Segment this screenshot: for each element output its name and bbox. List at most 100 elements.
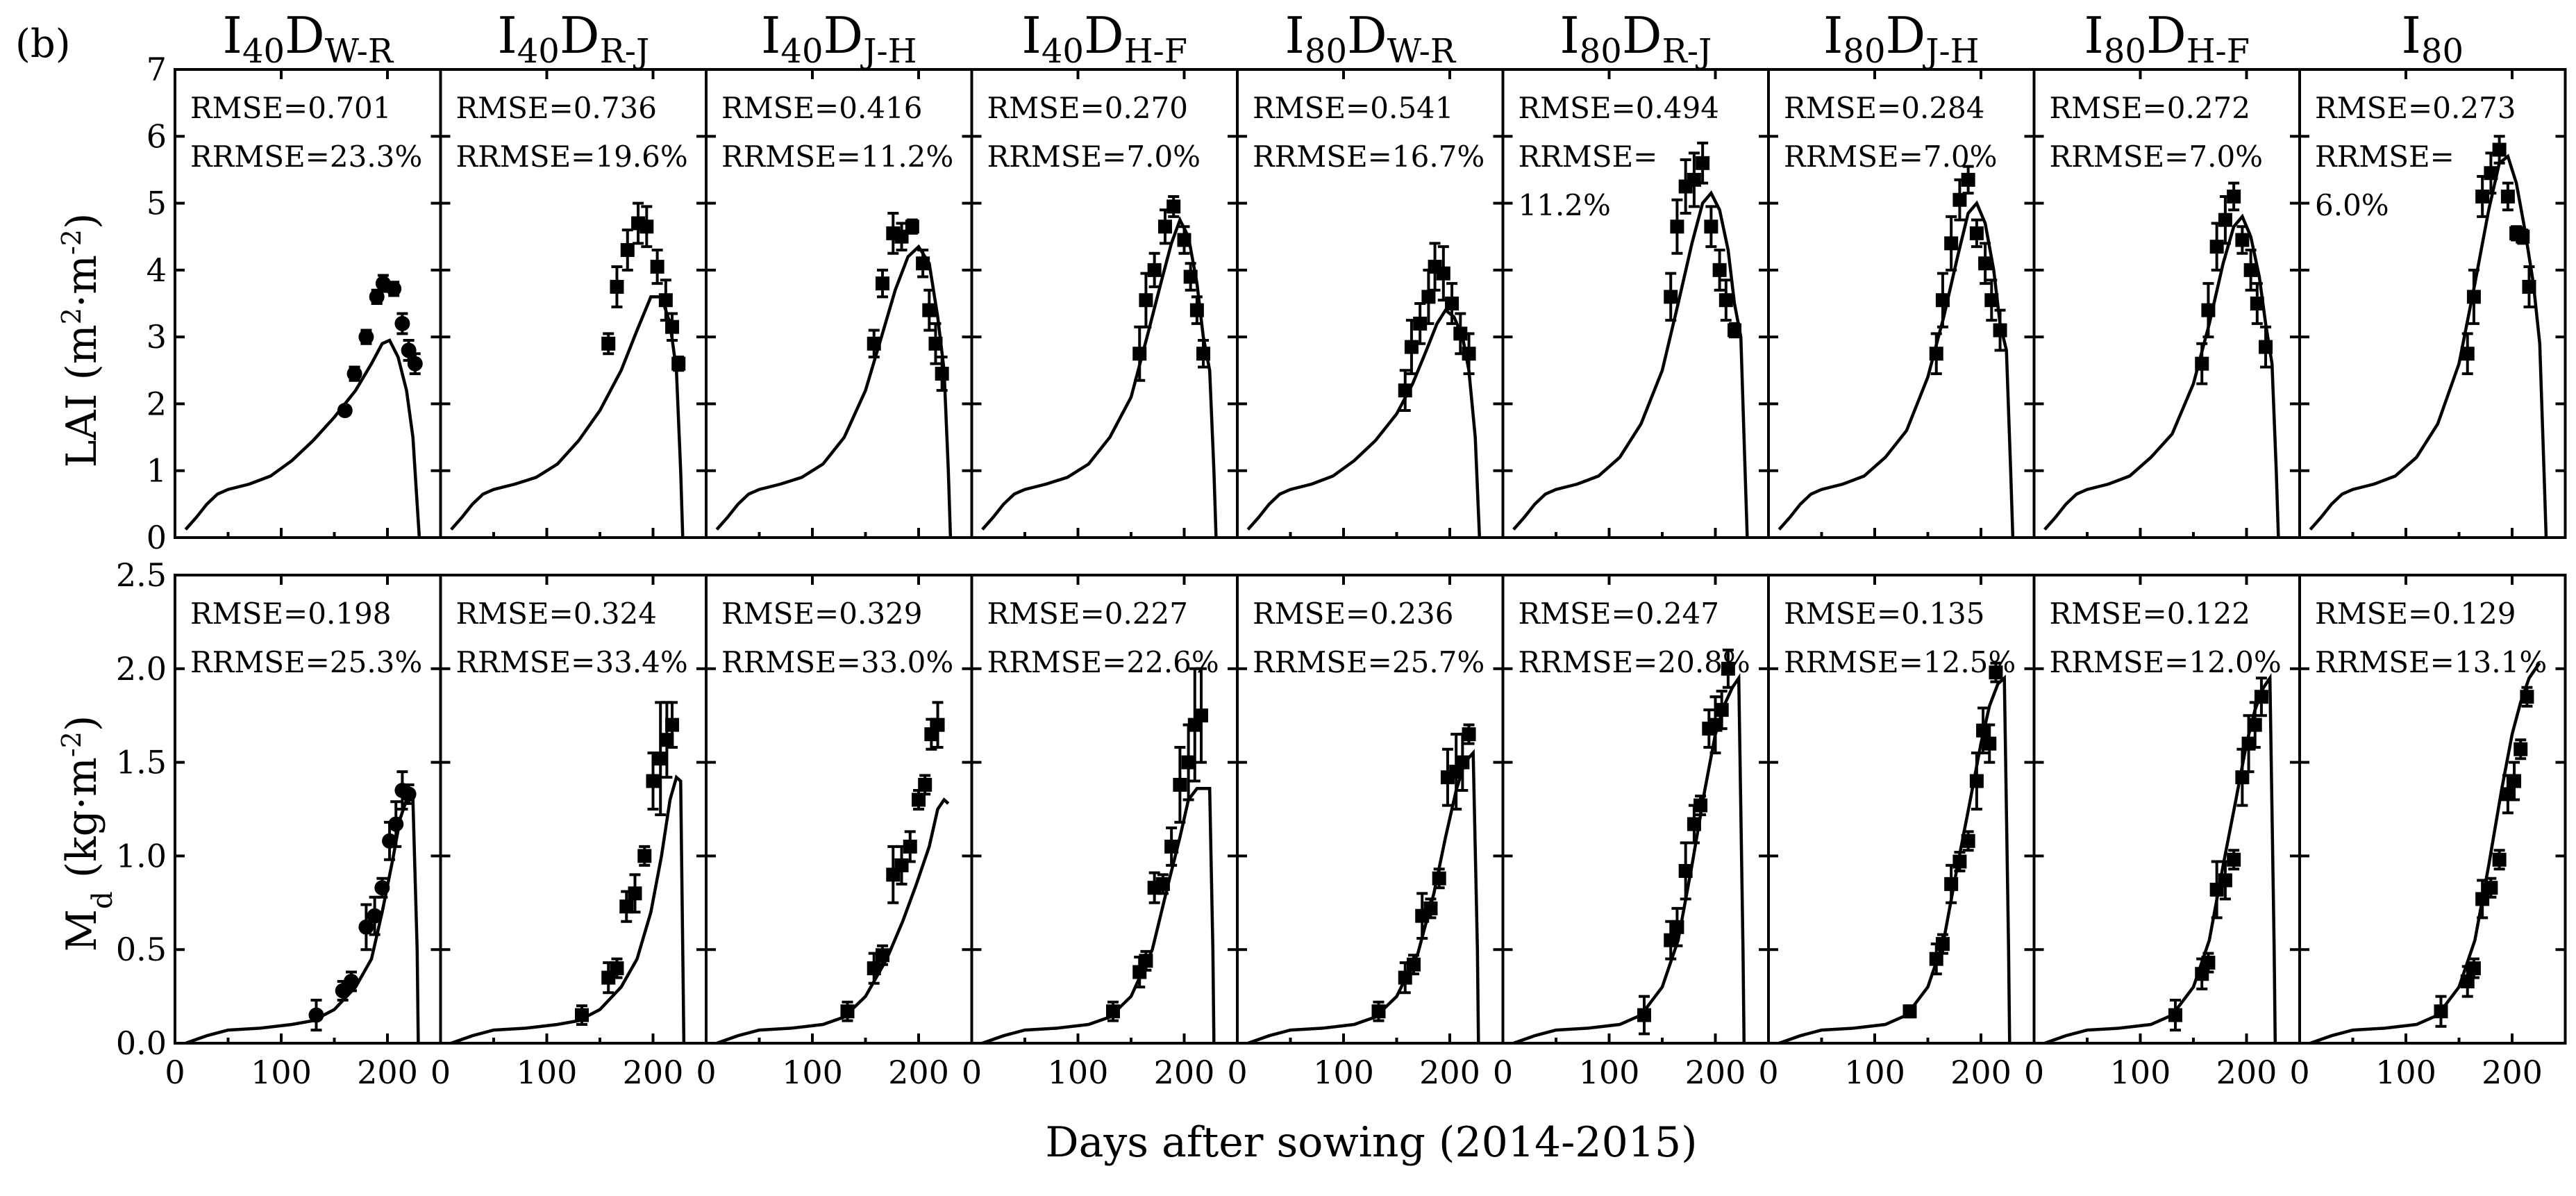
lai-simulated-line (1778, 200, 2015, 538)
lai-observed-point (1404, 340, 1419, 354)
lai-observed-point (2218, 213, 2232, 227)
lai-observed-point (1718, 293, 1733, 308)
lai-observed-point (1147, 263, 1162, 277)
x-tick-label: 0 (1227, 1054, 1247, 1091)
lai-observed-point (2235, 233, 2250, 247)
md-observed-point (374, 880, 390, 896)
x-tick-label: 200 (357, 1054, 418, 1091)
panel-title-sub1: 40 (1042, 32, 1084, 71)
md-rmse-label: RMSE=0.324 (456, 597, 658, 631)
md-observed-point (1714, 703, 1729, 717)
lai-simulated-line (184, 338, 421, 538)
lai-observed-point (358, 329, 374, 345)
md-observed-point (367, 908, 383, 924)
md-observed-point (637, 849, 652, 863)
md-observed-point (382, 833, 398, 849)
panel-1: I40DW-R01234567RMSE=0.701RRMSE=23.3%0.00… (116, 6, 442, 1091)
lai-observed-point (1132, 347, 1147, 361)
md-observed-point (1989, 665, 2003, 680)
lai-observed-point (610, 279, 624, 294)
lai-observed-point (2195, 356, 2209, 371)
md-subplot-6: 0 100 200 RMSE=0.247 RRMSE=20.8% (1493, 574, 1770, 1091)
lai-rmse-label: RMSE=0.701 (190, 91, 392, 125)
lai-observed-point (1712, 263, 1727, 277)
x-axis-label: Days after sowing (2014-2015) (1045, 1118, 1697, 1167)
lai-rrmse-label: RRMSE= (1519, 140, 1658, 174)
md-observed-point (2466, 961, 2481, 976)
lai-axis-label: LAI (m2·m-2) (56, 213, 106, 468)
lai-ytick-label: 3 (147, 318, 167, 356)
lai-subplot-9: RMSE=0.273 RRMSE= 6.0% (2298, 68, 2567, 539)
x-tick-label: 100 (1579, 1054, 1640, 1091)
lai-observed-point (2466, 290, 2481, 304)
lai-observed-point (1978, 256, 1993, 271)
x-tick-label: 100 (1048, 1054, 1109, 1091)
x-tick-label: 0 (1758, 1054, 1778, 1091)
lai-rrmse-label: RRMSE=16.7% (1253, 140, 1484, 174)
panel-5: I80DW-R RMSE=0.541 RRMSE=16.7% 0 100 200 RMSE=… (1227, 6, 1505, 1091)
md-subplot-3: 0 100 200 RMSE=0.329 RRMSE=33.0% (696, 574, 973, 1091)
md-observed-point (1952, 854, 1967, 869)
panel-6: I80DR-J RMSE=0.494 RRMSE= 11.2% 0 100 200 RMSE=… (1493, 6, 1770, 1091)
lai-subplot-8: RMSE=0.272 RRMSE=7.0% (2032, 68, 2301, 539)
lai-observed-point (1944, 236, 1959, 251)
lai-rrmse-label: RRMSE=23.3% (190, 140, 422, 174)
lai-subplot-6: RMSE=0.494 RRMSE= 11.2% (1501, 68, 1770, 539)
lai-observed-point (1177, 233, 1191, 247)
lai-observed-point (1952, 192, 1967, 207)
lai-simulated-line (2043, 213, 2280, 538)
lai-rmse-label: RMSE=0.416 (721, 91, 923, 125)
md-subplot-9: 0 100 200 RMSE=0.129 RRMSE=13.1% (2289, 574, 2567, 1091)
lai-observed-point (658, 293, 673, 308)
panel-title-main: I (223, 6, 242, 65)
md-ytick-label: 1.0 (116, 837, 167, 874)
lai-observed-point (639, 219, 654, 234)
md-observed-point (1982, 736, 1997, 751)
panel-title-sub2: W-R (325, 32, 394, 71)
md-observed-point (343, 974, 359, 990)
x-tick-label: 0 (2024, 1054, 2044, 1091)
md-rmse-label: RMSE=0.329 (721, 597, 923, 631)
md-axis-label-main: M (58, 909, 106, 952)
lai-rmse-label: RMSE=0.273 (2315, 91, 2516, 125)
md-subplot-5: 0 100 200 RMSE=0.236 RRMSE=25.7% (1227, 574, 1505, 1091)
lai-observed-point (1993, 323, 2007, 338)
lai-observed-point (1961, 172, 1975, 187)
panel-title-main: I (1285, 6, 1305, 65)
lai-ytick-label: 4 (147, 251, 167, 289)
md-simulated-line (1778, 674, 2012, 1045)
md-observed-point (646, 774, 660, 788)
panel-4: I40DH-F RMSE=0.270 RRMSE=7.0% 0 100 200 RMSE=0… (962, 6, 1239, 1091)
md-observed-point (660, 733, 674, 747)
lai-observed-point (407, 356, 423, 372)
lai-simulated-line (981, 215, 1218, 538)
lai-observed-point (2259, 340, 2273, 354)
md-observed-point (1944, 877, 1959, 891)
md-observed-point (2235, 770, 2250, 785)
lai-rrmse-label: RRMSE=7.0% (1784, 140, 1998, 174)
md-simulated-line (982, 787, 1216, 1045)
x-tick-label: 100 (1313, 1054, 1374, 1091)
lai-ytick-label: 1 (147, 452, 167, 490)
md-axis-label-mid: (kg·m (58, 757, 106, 891)
lai-rrmse-label: RRMSE=19.6% (456, 140, 688, 174)
x-tick-label: 100 (2375, 1054, 2436, 1091)
panel-title-sub2: W-R (1387, 32, 1457, 71)
x-tick-label: 200 (1685, 1054, 1746, 1091)
md-observed-point (2507, 774, 2522, 788)
md-observed-point (1693, 798, 1708, 813)
md-observed-point (574, 1008, 589, 1022)
panel-title-sub2: H-F (2186, 32, 2250, 71)
md-observed-point (1139, 954, 1153, 968)
md-rrmse-label: RRMSE=25.7% (1253, 645, 1484, 679)
panel-title-sub2: R-J (1662, 32, 1712, 71)
lai-observed-point (1664, 290, 1678, 304)
md-rmse-label: RMSE=0.247 (1519, 597, 1720, 631)
md-simulated-line (185, 798, 420, 1045)
panel-3: I40DJ-H RMSE=0.416 RRMSE=11.2% 0 100 200 RMSE=… (696, 6, 973, 1091)
md-ytick-label: 0.5 (116, 931, 167, 968)
panel-title-mid: D (560, 6, 600, 65)
md-observed-point (2227, 852, 2241, 867)
x-tick-label: 100 (251, 1054, 312, 1091)
